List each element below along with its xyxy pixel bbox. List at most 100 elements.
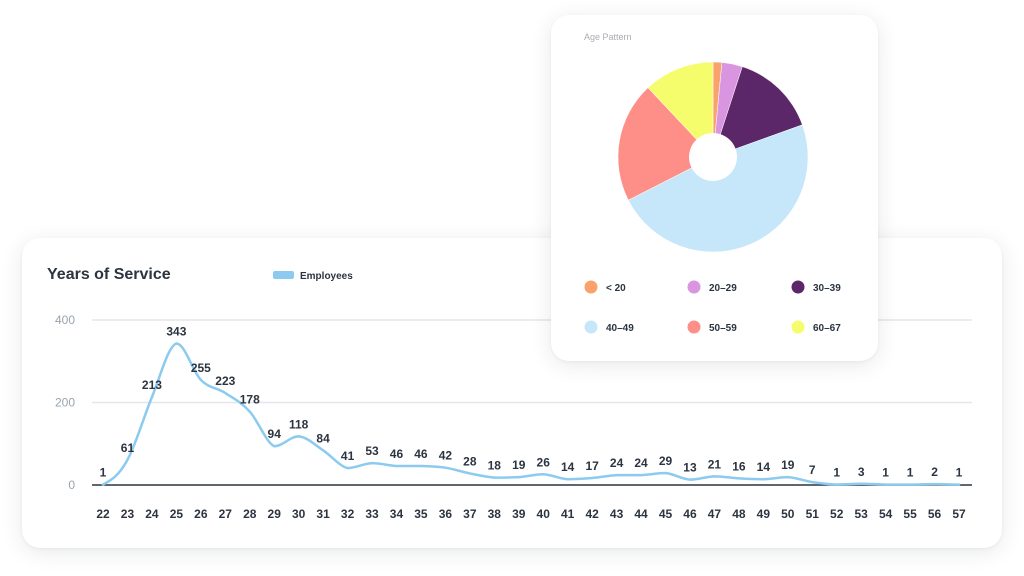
data-label: 17 <box>585 459 599 473</box>
data-point <box>688 478 692 481</box>
data-label: 1 <box>956 466 963 480</box>
age-pattern-card: Age Pattern < 20 20–29 30–39 40–49 50–59 60–6… <box>551 15 878 361</box>
x-tick-label: 35 <box>414 507 428 521</box>
data-label: 14 <box>757 460 771 474</box>
data-label: 61 <box>121 441 135 455</box>
data-point <box>957 483 961 486</box>
pie-legend-label[interactable]: 30–39 <box>813 283 841 294</box>
data-label: 46 <box>390 447 404 461</box>
pie-legend-label[interactable]: 50–59 <box>709 323 737 334</box>
data-point <box>639 473 643 477</box>
data-label: 1 <box>833 466 840 480</box>
data-label: 223 <box>215 374 235 388</box>
x-tick-label: 49 <box>757 507 771 521</box>
pie-slice[interactable] <box>647 61 714 158</box>
pie-slice[interactable] <box>617 87 714 201</box>
y-tick-label: 0 <box>68 478 75 492</box>
pie-slice[interactable] <box>628 124 809 253</box>
data-label: 28 <box>463 454 477 468</box>
data-point <box>713 475 716 478</box>
data-point <box>321 449 325 452</box>
data-point <box>444 466 447 469</box>
data-label: 29 <box>659 454 673 468</box>
data-label: 53 <box>365 444 379 458</box>
data-label: 255 <box>191 361 211 375</box>
employees-series-line <box>101 342 961 486</box>
data-label: 1 <box>907 466 914 480</box>
data-label: 2 <box>931 465 938 479</box>
pie-slice[interactable] <box>712 66 803 158</box>
x-tick-label: 34 <box>390 507 404 521</box>
data-point <box>346 466 349 470</box>
data-point <box>224 391 227 395</box>
data-point <box>737 477 741 480</box>
x-tick-label: 57 <box>952 507 966 521</box>
x-tick-label: 33 <box>365 507 379 521</box>
x-tick-label: 26 <box>194 507 208 521</box>
x-tick-label: 42 <box>585 507 599 521</box>
pie-legend-label[interactable]: 60–67 <box>813 323 841 334</box>
data-label: 46 <box>414 447 428 461</box>
data-label: 13 <box>683 461 697 475</box>
data-point <box>395 464 398 468</box>
x-tick-label: 23 <box>121 507 135 521</box>
line-chart-title: Years of Service <box>47 266 171 283</box>
data-label: 1 <box>100 466 107 480</box>
x-tick-label: 24 <box>145 507 159 521</box>
x-tick-label: 55 <box>903 507 917 521</box>
data-point <box>468 472 472 475</box>
data-point <box>811 480 814 484</box>
x-tick-label: 47 <box>708 507 722 521</box>
data-point <box>908 483 912 486</box>
x-tick-label: 51 <box>806 507 820 521</box>
data-label: 18 <box>488 459 502 473</box>
data-point <box>615 473 618 477</box>
legend-label-employees[interactable]: Employees <box>300 271 353 282</box>
pie-legend-marker <box>584 280 598 294</box>
data-label: 213 <box>142 378 162 392</box>
x-tick-label: 37 <box>463 507 477 521</box>
data-label: 1 <box>882 466 889 480</box>
data-label: 178 <box>240 393 260 407</box>
data-point <box>199 378 203 382</box>
x-tick-label: 54 <box>879 507 893 521</box>
x-tick-label: 25 <box>170 507 184 521</box>
data-label: 19 <box>512 458 526 472</box>
data-point <box>248 410 251 413</box>
data-point <box>101 483 105 486</box>
data-label: 26 <box>537 455 551 469</box>
pie-legend-label[interactable]: 40–49 <box>606 323 634 334</box>
x-tick-label: 38 <box>488 507 502 521</box>
x-tick-label: 41 <box>561 507 575 521</box>
x-tick-label: 32 <box>341 507 355 521</box>
data-point <box>933 482 936 486</box>
x-tick-label: 45 <box>659 507 673 521</box>
data-label: 14 <box>561 460 575 474</box>
x-tick-label: 28 <box>243 507 257 521</box>
data-point <box>542 473 545 476</box>
data-point <box>150 395 154 399</box>
data-point <box>370 461 374 465</box>
pie-legend-marker <box>791 320 805 334</box>
pie-legend-label[interactable]: 20–29 <box>709 283 737 294</box>
data-point <box>517 475 520 479</box>
x-tick-label: 50 <box>781 507 795 521</box>
data-point <box>590 476 594 480</box>
data-label: 94 <box>268 427 282 441</box>
data-point <box>762 478 765 481</box>
data-label: 84 <box>316 431 330 445</box>
data-point <box>566 478 569 481</box>
pie-legend-marker <box>584 320 598 334</box>
data-point <box>175 342 178 345</box>
data-point <box>419 464 423 468</box>
y-tick-label: 400 <box>55 313 75 327</box>
x-tick-label: 31 <box>316 507 330 521</box>
data-label: 41 <box>341 449 355 463</box>
x-tick-label: 40 <box>537 507 551 521</box>
x-tick-label: 39 <box>512 507 526 521</box>
data-point <box>835 483 838 486</box>
pie-legend-label[interactable]: < 20 <box>606 283 626 294</box>
x-tick-label: 56 <box>928 507 942 521</box>
data-point <box>884 483 887 486</box>
